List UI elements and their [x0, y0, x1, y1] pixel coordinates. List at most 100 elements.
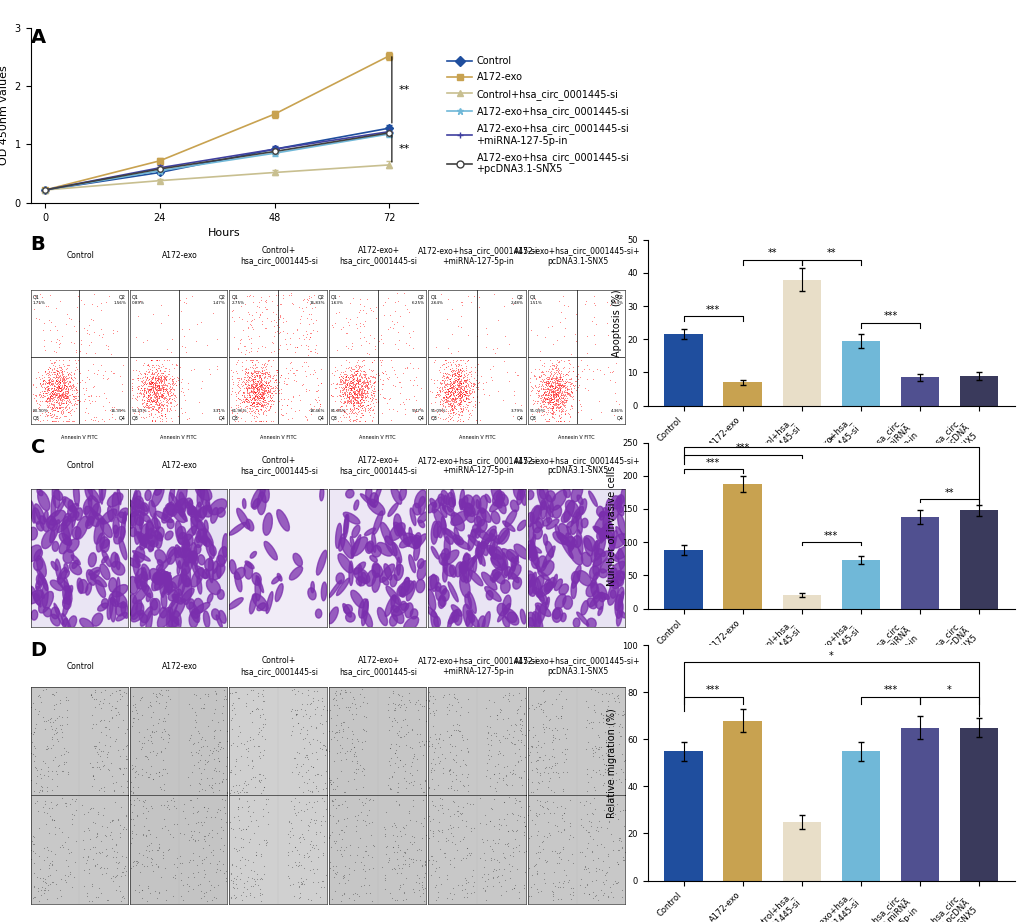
Point [455, 386, 472, 401]
Point [251, 767, 267, 782]
Point [153, 729, 169, 744]
Point [358, 378, 374, 393]
Point [57, 796, 73, 810]
Point [245, 322, 261, 337]
Point [210, 402, 226, 417]
Ellipse shape [172, 509, 186, 523]
Point [358, 380, 374, 395]
Point [356, 385, 372, 400]
Ellipse shape [490, 558, 500, 566]
Point [257, 374, 273, 389]
Point [39, 391, 55, 406]
Point [252, 395, 268, 409]
Point [351, 372, 367, 386]
Point [184, 832, 201, 846]
Ellipse shape [147, 535, 158, 547]
Point [430, 731, 446, 746]
Point [414, 880, 430, 894]
Point [431, 842, 447, 857]
Point [330, 305, 346, 320]
Point [510, 702, 526, 716]
Point [340, 385, 357, 400]
Point [105, 325, 121, 340]
Point [282, 728, 299, 743]
Point [147, 375, 163, 390]
Point [345, 749, 362, 763]
Point [248, 813, 264, 828]
Point [92, 762, 108, 776]
Point [251, 388, 267, 403]
Ellipse shape [68, 500, 73, 510]
Point [242, 288, 258, 302]
Ellipse shape [404, 533, 420, 549]
Ellipse shape [571, 484, 582, 502]
Point [69, 361, 86, 376]
Point [60, 389, 76, 404]
Point [147, 390, 163, 405]
Point [161, 352, 177, 367]
Point [75, 833, 92, 847]
Point [67, 352, 84, 367]
Point [41, 313, 57, 327]
Ellipse shape [34, 559, 43, 571]
Point [548, 394, 565, 408]
Point [41, 825, 57, 840]
Point [365, 839, 381, 854]
Point [443, 403, 460, 418]
Point [551, 368, 568, 383]
Point [155, 376, 171, 391]
Ellipse shape [466, 610, 472, 626]
Point [562, 371, 579, 385]
Point [459, 382, 475, 396]
Point [352, 387, 368, 402]
Point [347, 706, 364, 721]
Point [342, 402, 359, 417]
Point [494, 712, 511, 727]
Point [301, 815, 317, 830]
Point [450, 396, 467, 410]
Point [546, 410, 562, 425]
Point [50, 364, 66, 379]
Point [450, 379, 467, 394]
Point [532, 768, 548, 783]
Point [301, 737, 317, 751]
Point [452, 395, 469, 409]
Point [69, 383, 86, 397]
Point [552, 711, 569, 726]
Point [256, 384, 272, 398]
Point [60, 869, 76, 883]
Point [558, 373, 575, 388]
Point [541, 384, 557, 399]
Point [317, 742, 333, 757]
Point [548, 856, 565, 870]
Point [442, 403, 459, 418]
Point [341, 378, 358, 393]
Point [542, 393, 558, 408]
Point [585, 310, 601, 325]
Point [153, 388, 169, 403]
Point [37, 376, 53, 391]
Point [108, 849, 124, 864]
Point [155, 369, 171, 384]
Point [344, 291, 361, 306]
Point [46, 377, 62, 392]
Point [445, 365, 462, 380]
Point [105, 874, 121, 889]
Point [39, 382, 55, 396]
Point [433, 747, 449, 762]
Point [461, 410, 477, 425]
Point [246, 396, 262, 410]
Ellipse shape [236, 508, 250, 529]
Point [254, 728, 270, 743]
Point [245, 372, 261, 387]
Point [573, 398, 589, 413]
Point [485, 766, 501, 781]
Point [89, 826, 105, 841]
Point [446, 367, 463, 382]
Point [164, 332, 180, 347]
Point [244, 703, 260, 718]
Point [149, 388, 165, 403]
Point [118, 774, 135, 788]
Point [387, 742, 404, 757]
Ellipse shape [37, 556, 46, 577]
